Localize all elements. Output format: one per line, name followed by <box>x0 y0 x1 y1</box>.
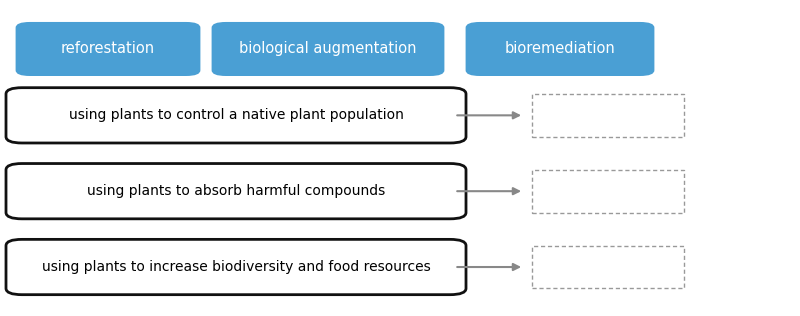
FancyBboxPatch shape <box>211 22 444 76</box>
FancyBboxPatch shape <box>532 94 684 137</box>
FancyBboxPatch shape <box>6 240 466 295</box>
Text: biological augmentation: biological augmentation <box>239 41 417 57</box>
Text: using plants to control a native plant population: using plants to control a native plant p… <box>69 108 403 122</box>
FancyBboxPatch shape <box>466 22 654 76</box>
FancyBboxPatch shape <box>6 164 466 219</box>
FancyBboxPatch shape <box>16 22 200 76</box>
Text: reforestation: reforestation <box>61 41 155 57</box>
Text: using plants to absorb harmful compounds: using plants to absorb harmful compounds <box>87 184 385 198</box>
FancyBboxPatch shape <box>532 246 684 288</box>
FancyBboxPatch shape <box>532 170 684 212</box>
FancyBboxPatch shape <box>6 88 466 143</box>
Text: bioremediation: bioremediation <box>505 41 615 57</box>
Text: using plants to increase biodiversity and food resources: using plants to increase biodiversity an… <box>42 260 430 274</box>
